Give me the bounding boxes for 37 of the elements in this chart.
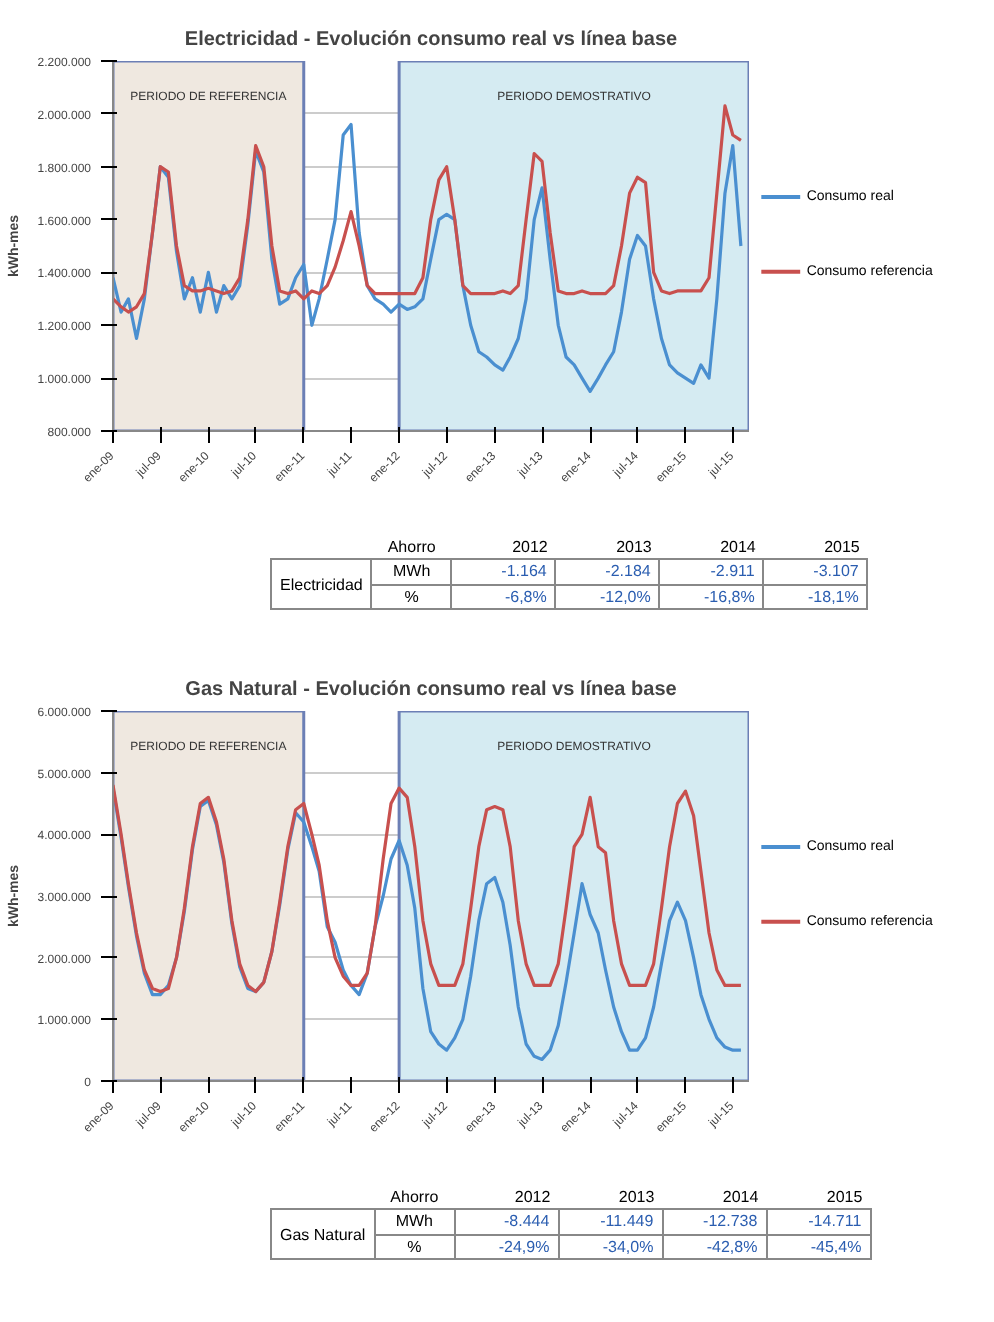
text: 2012 bbox=[510, 536, 550, 560]
text: -6,8% bbox=[451, 584, 556, 610]
text: -1.164 bbox=[451, 559, 556, 585]
line-series bbox=[113, 122, 743, 393]
text: -34,0% bbox=[558, 1234, 663, 1260]
text: 2012 bbox=[512, 1186, 553, 1210]
chart-title: Electricidad - Evolución consumo real vs línea base bbox=[184, 29, 679, 51]
text: -12,0% bbox=[555, 584, 660, 610]
text: -12.738 bbox=[662, 1209, 767, 1235]
text: -2.184 bbox=[555, 559, 660, 585]
text: MWh bbox=[371, 559, 452, 585]
text: 2014 bbox=[720, 1186, 761, 1210]
text: -24,9% bbox=[454, 1234, 559, 1260]
text: -16,8% bbox=[659, 584, 764, 610]
text: % bbox=[374, 1234, 455, 1260]
text: 2015 bbox=[824, 1186, 865, 1210]
text: 2013 bbox=[614, 536, 654, 560]
line-series bbox=[113, 783, 743, 994]
text: -42,8% bbox=[662, 1234, 767, 1260]
text: -14.711 bbox=[766, 1209, 871, 1235]
text: MWh bbox=[374, 1209, 455, 1235]
text: -45,4% bbox=[766, 1234, 871, 1260]
text: -3.107 bbox=[763, 559, 868, 585]
text: Ahorro bbox=[388, 1186, 441, 1210]
text: -18,1% bbox=[763, 584, 868, 610]
text: Gas Natural bbox=[271, 1209, 375, 1260]
text: 2014 bbox=[718, 536, 758, 560]
text: 2015 bbox=[822, 536, 862, 560]
text: -11.449 bbox=[558, 1209, 663, 1235]
chart-title: Gas Natural - Evolución consumo real vs línea base bbox=[185, 679, 678, 701]
text: % bbox=[371, 584, 452, 610]
text: 2013 bbox=[616, 1186, 657, 1210]
text: Electricidad bbox=[271, 559, 372, 610]
text: -2.911 bbox=[659, 559, 764, 585]
line-series bbox=[113, 104, 743, 314]
text: -8.444 bbox=[454, 1209, 559, 1235]
text: Ahorro bbox=[385, 536, 438, 560]
